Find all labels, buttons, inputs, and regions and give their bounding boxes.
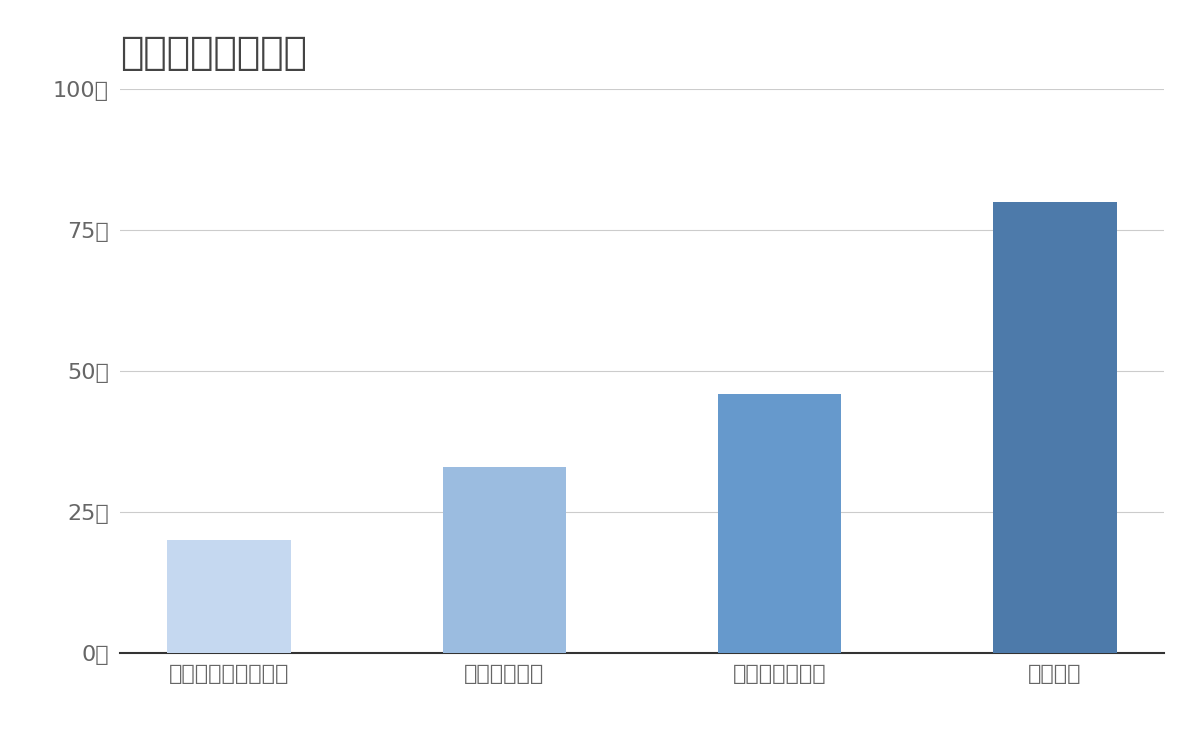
- Text: 競合含む年間売上: 競合含む年間売上: [120, 34, 307, 72]
- Bar: [718, 393, 841, 653]
- Bar: [443, 467, 566, 653]
- Bar: [992, 202, 1116, 653]
- Bar: [168, 540, 292, 653]
